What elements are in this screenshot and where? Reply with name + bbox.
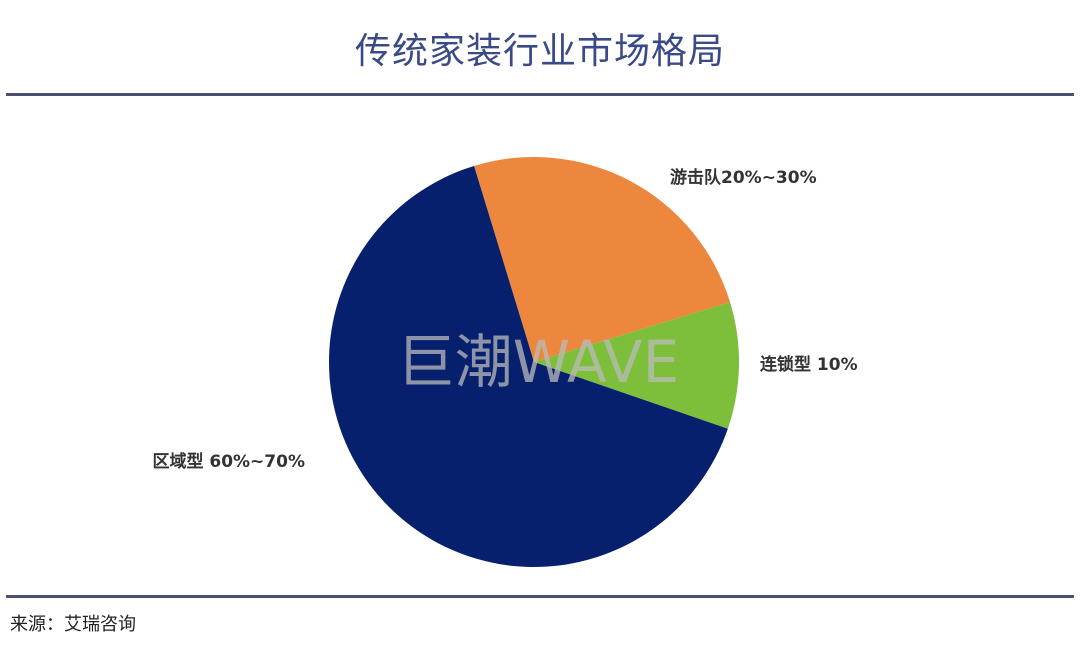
pie-slice bbox=[534, 302, 739, 429]
footer-divider bbox=[6, 595, 1074, 598]
source-note: 来源：艾瑞咨询 bbox=[10, 614, 136, 635]
pie-slice bbox=[474, 157, 731, 362]
pie-slice bbox=[329, 165, 728, 567]
slice-label: 区域型 60%~70% bbox=[152, 451, 305, 472]
slice-label: 游击队20%~30% bbox=[670, 167, 817, 188]
slice-label: 连锁型 10% bbox=[760, 354, 858, 375]
watermark: 巨潮WAVE bbox=[397, 328, 679, 396]
chart-title: 传统家装行业市场格局 bbox=[354, 31, 725, 72]
title-divider bbox=[6, 93, 1074, 96]
